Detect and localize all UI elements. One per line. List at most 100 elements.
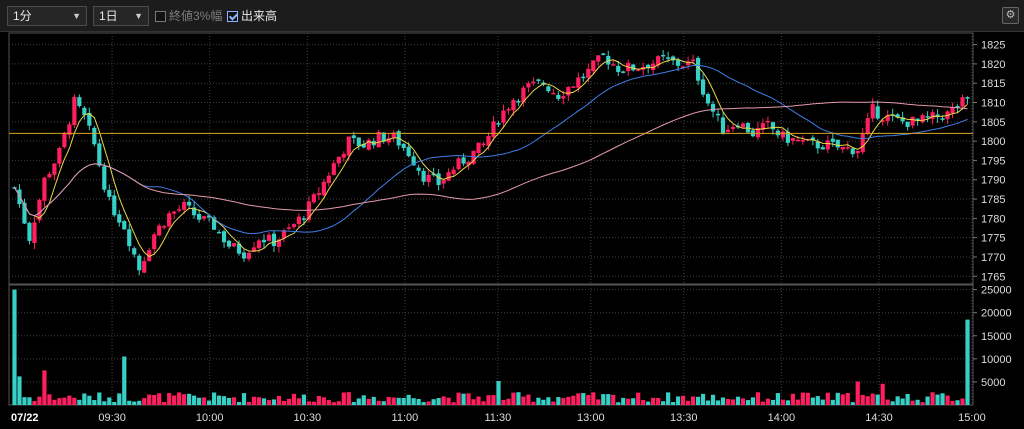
closing-3pct-checkbox[interactable]: 終値3%幅 [155, 8, 222, 24]
volume-bar [556, 397, 561, 405]
volume-bar [351, 402, 356, 405]
candle-body [815, 141, 820, 149]
volume-bar [900, 398, 905, 405]
candle-body [187, 201, 192, 206]
volume-bar [311, 401, 316, 405]
volume-bar [221, 396, 227, 405]
volume-bar [865, 396, 870, 405]
candle-body [705, 94, 711, 104]
candle-body [760, 123, 766, 130]
volume-bar [501, 399, 506, 405]
candle-body [62, 132, 67, 148]
gear-icon[interactable]: ⚙ [1002, 7, 1019, 24]
volume-bar [306, 401, 311, 405]
candle-body [915, 118, 920, 121]
candle-body [491, 121, 496, 137]
volume-bar [77, 399, 82, 405]
candle-body [77, 97, 82, 107]
volume-bar [930, 392, 935, 405]
price-tick-label: 1770 [981, 252, 1005, 264]
candle-body [72, 96, 77, 126]
candle-body [755, 128, 761, 138]
candle-body [556, 94, 561, 99]
candle-body [576, 77, 581, 88]
time-label: 11:30 [485, 412, 512, 424]
volume-bar [152, 394, 157, 405]
ma-short-line [14, 58, 968, 258]
volume-bar [685, 400, 691, 405]
candle-body [601, 53, 606, 55]
volume-bar [511, 392, 516, 405]
candle-body [416, 167, 421, 171]
volume-bar [466, 393, 471, 405]
volume-bar [905, 393, 910, 405]
volume-bar [12, 289, 17, 405]
volume-bar [346, 392, 351, 405]
candle-body [266, 234, 272, 241]
volume-bar [915, 399, 920, 405]
candle-body [192, 207, 197, 216]
candle-body [710, 103, 716, 112]
volume-tick-label: 15000 [981, 331, 1012, 343]
volume-bar [276, 395, 282, 405]
candle-body [845, 147, 850, 149]
volume-bar [795, 399, 800, 405]
volume-bar [471, 399, 476, 405]
volume-bar [211, 392, 217, 405]
chart-toolbar: 1分 ▼ 1日 ▼ 終値3%幅 出来高 ⚙ [0, 0, 1024, 32]
chevron-down-icon: ▼ [134, 11, 143, 21]
interval-select[interactable]: 1分 ▼ [7, 6, 87, 26]
candle-body [875, 106, 880, 119]
candle-body [506, 109, 511, 111]
volume-bar [730, 399, 736, 405]
candle-body [840, 146, 845, 150]
volume-bar [925, 396, 930, 405]
price-tick-label: 1795 [981, 155, 1005, 167]
volume-bar [316, 395, 321, 405]
volume-bar [965, 319, 970, 405]
volume-bar [406, 394, 411, 405]
volume-bar [42, 370, 47, 405]
volume-bar [656, 398, 661, 405]
volume-bar [695, 396, 701, 405]
candle-body [431, 173, 436, 176]
time-label: 14:00 [768, 412, 796, 424]
ma-long-line [14, 101, 968, 217]
candle-body [730, 126, 736, 129]
candle-body [57, 147, 62, 164]
volume-bar [960, 398, 965, 405]
volume-bar [206, 400, 212, 405]
volume-bar [192, 395, 197, 405]
candle-body [830, 138, 835, 142]
candle-body [391, 132, 396, 138]
period-select[interactable]: 1日 ▼ [93, 6, 149, 26]
volume-bar [815, 396, 820, 405]
time-label: 14:30 [865, 412, 893, 424]
chevron-down-icon: ▼ [72, 11, 81, 21]
volume-bar [581, 393, 586, 405]
volume-bar [760, 401, 766, 405]
volume-bar [167, 393, 172, 405]
time-label: 13:00 [577, 412, 605, 424]
volume-bar [52, 399, 57, 405]
volume-bar [710, 394, 716, 405]
volume-bar [725, 399, 731, 405]
ma-mid-line [14, 64, 968, 235]
candle-body [117, 214, 122, 223]
candle-body [366, 139, 371, 150]
volume-checkbox[interactable]: 出来高 [227, 8, 277, 24]
volume-bar [671, 401, 676, 405]
candle-body [725, 129, 731, 133]
volume-bar [336, 401, 341, 405]
candle-body [336, 156, 341, 164]
volume-bar [705, 400, 711, 405]
candle-body [865, 118, 870, 134]
checkbox-unchecked-icon [155, 11, 166, 22]
candle-body [172, 211, 177, 214]
volume-bar [955, 400, 960, 405]
volume-bar [521, 396, 526, 405]
volume-bar [117, 393, 122, 405]
volume-bar [626, 398, 631, 405]
volume-bar [845, 393, 850, 405]
volume-bar [431, 399, 436, 405]
